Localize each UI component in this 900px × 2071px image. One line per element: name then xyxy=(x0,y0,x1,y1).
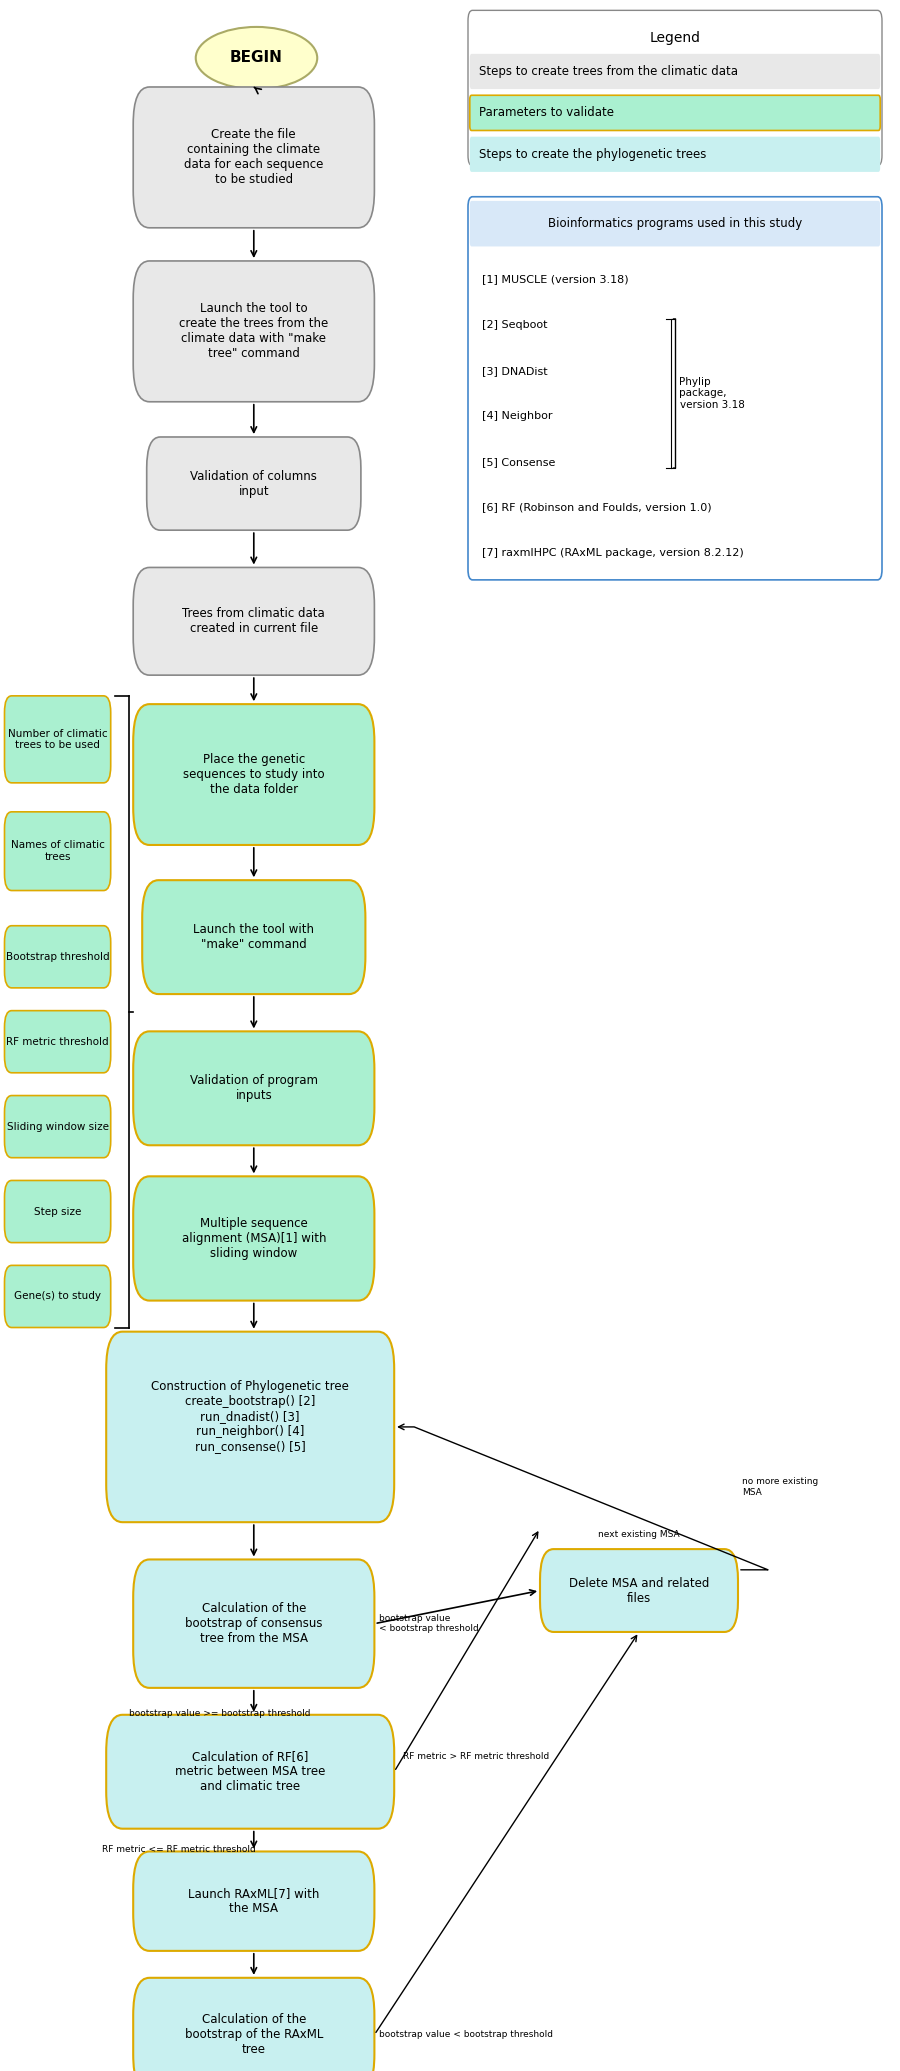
Text: [2] Seqboot: [2] Seqboot xyxy=(482,321,547,329)
Text: [5] Consense: [5] Consense xyxy=(482,458,555,466)
Text: Create the file
containing the climate
data for each sequence
to be studied: Create the file containing the climate d… xyxy=(184,128,323,186)
Ellipse shape xyxy=(196,27,317,89)
FancyBboxPatch shape xyxy=(470,137,880,172)
Text: Multiple sequence
alignment (MSA)[1] with
sliding window: Multiple sequence alignment (MSA)[1] wit… xyxy=(182,1218,326,1259)
Text: Gene(s) to study: Gene(s) to study xyxy=(14,1292,101,1301)
Text: Delete MSA and related
files: Delete MSA and related files xyxy=(569,1576,709,1605)
Text: Launch the tool to
create the trees from the
climate data with "make
tree" comma: Launch the tool to create the trees from… xyxy=(179,302,328,360)
FancyBboxPatch shape xyxy=(470,54,880,89)
FancyBboxPatch shape xyxy=(4,1265,111,1328)
Text: Steps to create the phylogenetic trees: Steps to create the phylogenetic trees xyxy=(479,147,706,162)
Text: Names of climatic
trees: Names of climatic trees xyxy=(11,841,104,862)
Text: RF metric <= RF metric threshold: RF metric <= RF metric threshold xyxy=(102,1845,256,1854)
FancyBboxPatch shape xyxy=(133,1851,374,1951)
Text: Bioinformatics programs used in this study: Bioinformatics programs used in this stu… xyxy=(548,217,802,230)
Text: Validation of columns
input: Validation of columns input xyxy=(191,470,317,497)
Text: Bootstrap threshold: Bootstrap threshold xyxy=(5,953,110,961)
FancyBboxPatch shape xyxy=(133,704,374,845)
Text: Calculation of the
bootstrap of consensus
tree from the MSA: Calculation of the bootstrap of consensu… xyxy=(185,1603,322,1644)
Text: Trees from climatic data
created in current file: Trees from climatic data created in curr… xyxy=(183,607,325,636)
FancyBboxPatch shape xyxy=(142,880,365,994)
Text: Calculation of the
bootstrap of the RAxML
tree: Calculation of the bootstrap of the RAxM… xyxy=(184,2013,323,2057)
Text: bootstrap value
< bootstrap threshold: bootstrap value < bootstrap threshold xyxy=(379,1613,479,1634)
Text: [1] MUSCLE (version 3.18): [1] MUSCLE (version 3.18) xyxy=(482,275,628,284)
FancyBboxPatch shape xyxy=(133,567,374,675)
FancyBboxPatch shape xyxy=(106,1715,394,1829)
Text: Number of climatic
trees to be used: Number of climatic trees to be used xyxy=(8,729,107,750)
FancyBboxPatch shape xyxy=(4,1096,111,1158)
Text: Place the genetic
sequences to study into
the data folder: Place the genetic sequences to study int… xyxy=(183,754,325,795)
FancyBboxPatch shape xyxy=(470,95,880,130)
Text: [3] DNADist: [3] DNADist xyxy=(482,367,547,375)
FancyBboxPatch shape xyxy=(133,1978,374,2071)
FancyBboxPatch shape xyxy=(468,10,882,166)
FancyBboxPatch shape xyxy=(4,812,111,891)
Text: Construction of Phylogenetic tree
create_bootstrap() [2]
run_dnadist() [3]
run_n: Construction of Phylogenetic tree create… xyxy=(151,1379,349,1454)
FancyBboxPatch shape xyxy=(540,1549,738,1632)
Text: [6] RF (Robinson and Foulds, version 1.0): [6] RF (Robinson and Foulds, version 1.0… xyxy=(482,503,711,512)
FancyBboxPatch shape xyxy=(133,87,374,228)
Text: Phylip
package,
version 3.18: Phylip package, version 3.18 xyxy=(680,377,744,410)
Text: Validation of program
inputs: Validation of program inputs xyxy=(190,1075,318,1102)
Text: Legend: Legend xyxy=(650,31,700,46)
Text: RF metric > RF metric threshold: RF metric > RF metric threshold xyxy=(403,1752,549,1760)
FancyBboxPatch shape xyxy=(147,437,361,530)
Text: Calculation of RF[6]
metric between MSA tree
and climatic tree: Calculation of RF[6] metric between MSA … xyxy=(175,1750,326,1793)
Text: BEGIN: BEGIN xyxy=(230,50,283,66)
FancyBboxPatch shape xyxy=(4,926,111,988)
Text: RF metric threshold: RF metric threshold xyxy=(6,1038,109,1046)
FancyBboxPatch shape xyxy=(4,1180,111,1243)
Text: Parameters to validate: Parameters to validate xyxy=(479,106,614,120)
Text: bootstrap value >= bootstrap threshold: bootstrap value >= bootstrap threshold xyxy=(129,1709,310,1717)
Text: Launch the tool with
"make" command: Launch the tool with "make" command xyxy=(194,924,314,951)
Text: bootstrap value < bootstrap threshold: bootstrap value < bootstrap threshold xyxy=(379,2030,553,2040)
Text: next existing MSA: next existing MSA xyxy=(598,1530,680,1539)
FancyBboxPatch shape xyxy=(106,1332,394,1522)
Text: Sliding window size: Sliding window size xyxy=(6,1122,109,1131)
FancyBboxPatch shape xyxy=(4,696,111,783)
Text: [7] raxmlHPC (RAxML package, version 8.2.12): [7] raxmlHPC (RAxML package, version 8.2… xyxy=(482,549,743,557)
FancyBboxPatch shape xyxy=(133,1031,374,1145)
Text: no more existing
MSA: no more existing MSA xyxy=(742,1477,819,1497)
FancyBboxPatch shape xyxy=(133,1176,374,1301)
FancyBboxPatch shape xyxy=(4,1011,111,1073)
Text: Steps to create trees from the climatic data: Steps to create trees from the climatic … xyxy=(479,64,738,79)
Text: Step size: Step size xyxy=(34,1207,81,1216)
FancyBboxPatch shape xyxy=(133,1559,374,1688)
FancyBboxPatch shape xyxy=(470,201,880,246)
FancyBboxPatch shape xyxy=(133,261,374,402)
FancyBboxPatch shape xyxy=(468,197,882,580)
Text: [4] Neighbor: [4] Neighbor xyxy=(482,412,552,420)
Text: Launch RAxML[7] with
the MSA: Launch RAxML[7] with the MSA xyxy=(188,1887,320,1916)
